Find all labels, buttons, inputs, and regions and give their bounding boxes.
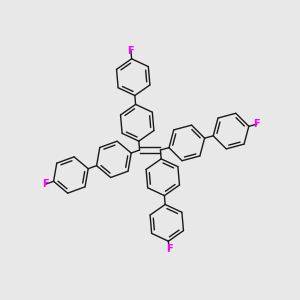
Text: F: F bbox=[166, 244, 172, 254]
Text: F: F bbox=[254, 119, 260, 129]
Text: F: F bbox=[42, 179, 49, 189]
Text: F: F bbox=[128, 46, 134, 56]
